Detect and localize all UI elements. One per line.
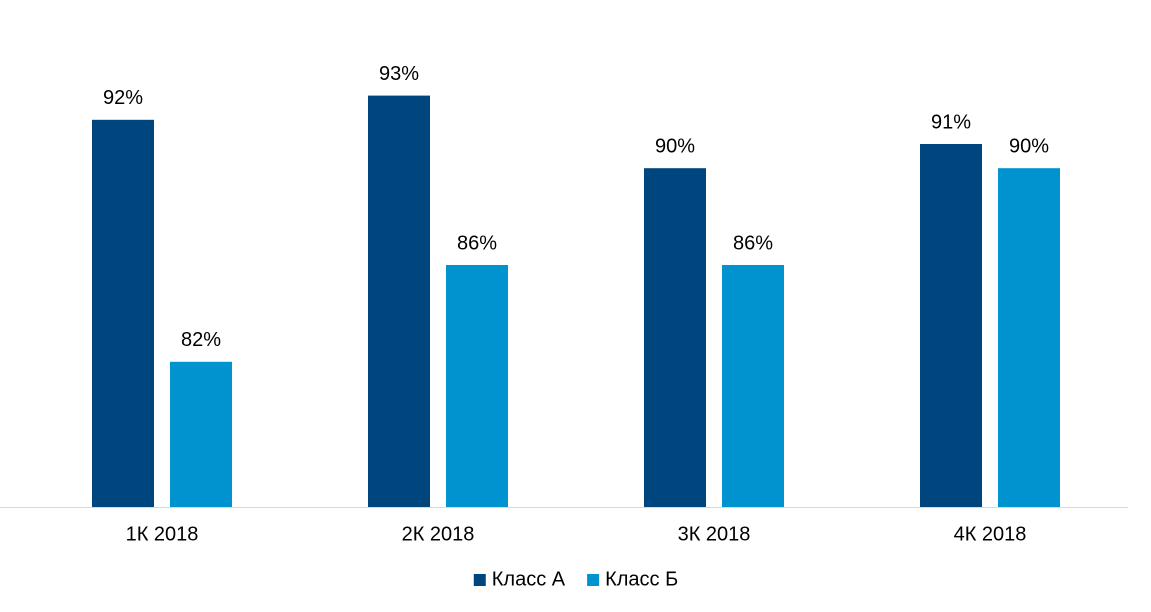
bar	[170, 361, 232, 507]
bar	[368, 95, 430, 507]
bar	[998, 168, 1060, 507]
legend-label: Класс Б	[605, 568, 678, 590]
legend: Класс А Класс Б	[473, 568, 678, 590]
x-tick-label: 4К 2018	[954, 523, 1027, 545]
value-label: 93%	[379, 63, 419, 85]
legend-swatch	[473, 574, 486, 586]
bar	[92, 119, 154, 508]
bar	[920, 144, 982, 507]
x-tick-label: 3К 2018	[678, 523, 751, 545]
x-tick-label: 1К 2018	[126, 523, 199, 545]
value-label: 91%	[931, 111, 971, 133]
value-label: 92%	[103, 87, 143, 109]
bar	[722, 265, 784, 507]
value-label: 90%	[655, 135, 695, 157]
bar	[446, 265, 508, 507]
legend-swatch	[587, 574, 600, 586]
value-label: 82%	[181, 329, 221, 351]
value-label: 90%	[1009, 135, 1049, 157]
x-tick-label: 2К 2018	[402, 523, 475, 545]
value-label: 86%	[733, 232, 773, 254]
legend-label: Класс А	[492, 568, 566, 590]
bar	[644, 168, 706, 507]
value-label: 86%	[457, 232, 497, 254]
